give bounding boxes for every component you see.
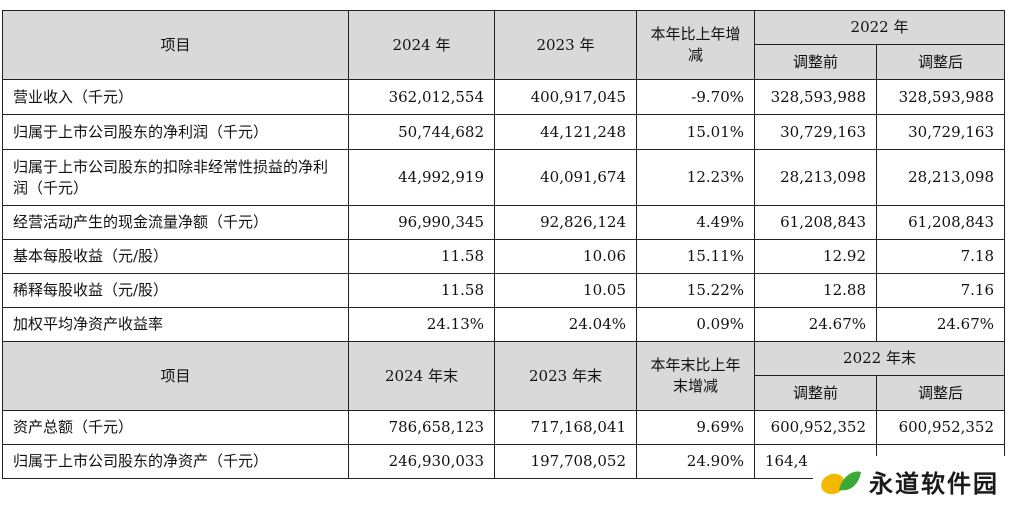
row-label: 经营活动产生的现金流量净额（千元）: [2, 205, 349, 240]
table-row: 经营活动产生的现金流量净额（千元） 96,990,345 92,826,124 …: [2, 205, 1006, 240]
table-row: 稀释每股收益（元/股） 11.58 10.05 15.22% 12.88 7.1…: [2, 273, 1006, 308]
cell-before: 12.88: [754, 273, 877, 308]
cell-2023: 400,917,045: [494, 79, 637, 115]
cell-2024: 24.13%: [348, 307, 495, 342]
header-item: 项目: [2, 10, 349, 80]
watermark: 永道软件园: [813, 456, 1010, 506]
leaf-logo-icon: [819, 464, 863, 498]
cell-2024: 11.58: [348, 239, 495, 274]
cell-2023: 40,091,674: [494, 149, 637, 206]
cell-before: 600,952,352: [754, 410, 877, 445]
cell-change: 15.01%: [636, 114, 755, 150]
cell-after: 7.18: [875, 239, 1006, 274]
row-label: 归属于上市公司股东的扣除非经常性损益的净利润（千元）: [2, 149, 349, 206]
row-label: 稀释每股收益（元/股）: [2, 273, 349, 308]
row-label: 资产总额（千元）: [2, 410, 349, 445]
cell-change: 24.90%: [636, 444, 755, 479]
cell-after: 328,593,988: [875, 79, 1006, 115]
cell-change: 0.09%: [636, 307, 755, 342]
cell-after: 30,729,163: [875, 114, 1006, 150]
financial-summary-table: 项目 2024 年 2023 年 本年比上年增减 2022 年 调整前 调整后 …: [2, 10, 1006, 479]
header-2022-end: 2022 年末: [753, 341, 1006, 376]
table-row: 归属于上市公司股东的净利润（千元） 50,744,682 44,121,248 …: [2, 114, 1006, 150]
cell-2023: 24.04%: [494, 307, 637, 342]
table-row: 加权平均净资产收益率 24.13% 24.04% 0.09% 24.67% 24…: [2, 307, 1006, 342]
header-change: 本年比上年增减: [636, 10, 755, 80]
cell-change: 15.22%: [636, 273, 755, 308]
header-2024-end: 2024 年末: [348, 341, 495, 411]
header-row-sub-2: 调整前 调整后: [3, 375, 1006, 411]
watermark-text: 永道软件园: [869, 469, 999, 498]
header-row-top: 项目 2024 年 2023 年 本年比上年增减 2022 年: [2, 10, 1006, 80]
cell-2024: 44,992,919: [348, 149, 495, 206]
header-after: 调整后: [875, 44, 1006, 80]
row-label: 归属于上市公司股东的净利润（千元）: [2, 114, 349, 150]
table-row: 资产总额（千元） 786,658,123 717,168,041 9.69% 6…: [2, 410, 1006, 445]
cell-after: 28,213,098: [875, 149, 1006, 206]
row-label: 归属于上市公司股东的净资产（千元）: [2, 444, 349, 479]
header-2023-end: 2023 年末: [494, 341, 637, 411]
header-2024: 2024 年: [348, 10, 495, 80]
cell-change: 4.49%: [636, 205, 755, 240]
cell-2023: 92,826,124: [494, 205, 637, 240]
cell-2024: 50,744,682: [348, 114, 495, 150]
row-label: 加权平均净资产收益率: [2, 307, 349, 342]
cell-change: -9.70%: [636, 79, 755, 115]
cell-2023: 10.05: [494, 273, 637, 308]
table-row: 归属于上市公司股东的扣除非经常性损益的净利润（千元） 44,992,919 40…: [2, 149, 1006, 206]
cell-before: 24.67%: [754, 307, 877, 342]
cell-2024: 786,658,123: [348, 410, 495, 445]
header-row-top-2: 项目 2024 年末 2023 年末 本年末比上年末增减 2022 年末: [2, 341, 1006, 411]
header-2023: 2023 年: [494, 10, 637, 80]
header-row-sub: 调整前 调整后: [3, 44, 1006, 80]
cell-2023: 717,168,041: [494, 410, 637, 445]
cell-2023: 44,121,248: [494, 114, 637, 150]
table-row: 基本每股收益（元/股） 11.58 10.06 15.11% 12.92 7.1…: [2, 239, 1006, 274]
cell-2023: 10.06: [494, 239, 637, 274]
cell-change: 12.23%: [636, 149, 755, 206]
cell-2023: 197,708,052: [494, 444, 637, 479]
cell-2024: 246,930,033: [348, 444, 495, 479]
cell-2024: 362,012,554: [348, 79, 495, 115]
cell-2024: 96,990,345: [348, 205, 495, 240]
row-label: 营业收入（千元）: [2, 79, 349, 115]
cell-before: 28,213,098: [754, 149, 877, 206]
header-before: 调整前: [754, 44, 877, 80]
cell-change: 9.69%: [636, 410, 755, 445]
table-row: 营业收入（千元） 362,012,554 400,917,045 -9.70% …: [2, 79, 1006, 115]
cell-before: 30,729,163: [754, 114, 877, 150]
header-before-2: 调整前: [754, 375, 877, 411]
cell-after: 24.67%: [875, 307, 1006, 342]
cell-2024: 11.58: [348, 273, 495, 308]
cell-before: 12.92: [754, 239, 877, 274]
cell-after: 7.16: [875, 273, 1006, 308]
cell-after: 600,952,352: [875, 410, 1006, 445]
header-change-2: 本年末比上年末增减: [636, 341, 755, 411]
cell-before: 61,208,843: [754, 205, 877, 240]
header-item-2: 项目: [2, 341, 349, 411]
header-2022: 2022 年: [753, 10, 1006, 45]
cell-change: 15.11%: [636, 239, 755, 274]
cell-after: 61,208,843: [875, 205, 1006, 240]
header-after-2: 调整后: [875, 375, 1006, 411]
cell-before: 328,593,988: [754, 79, 877, 115]
row-label: 基本每股收益（元/股）: [2, 239, 349, 274]
